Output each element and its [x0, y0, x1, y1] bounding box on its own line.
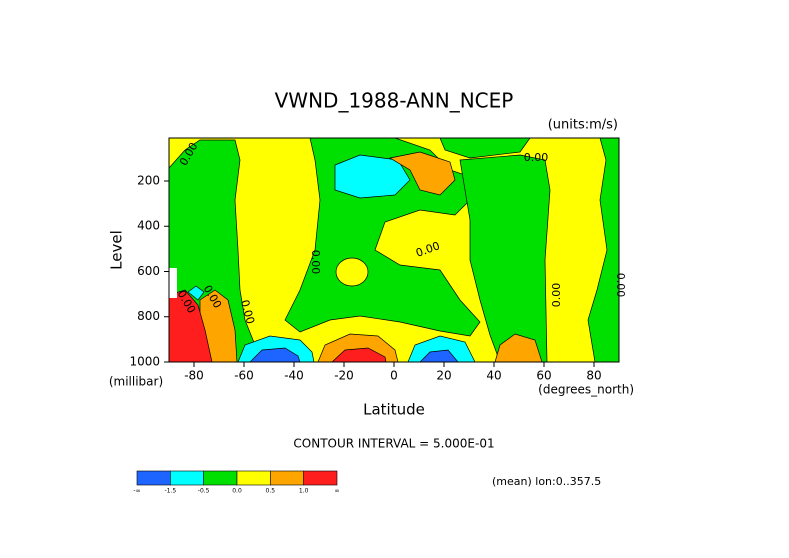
contour-region — [494, 333, 543, 362]
x-tick-label: -80 — [184, 369, 204, 383]
contour-region — [419, 349, 459, 362]
contour-label: 0.00 — [614, 273, 627, 298]
y-label: Level — [108, 230, 126, 270]
contour-label: 0.00 — [524, 151, 549, 164]
chart-title: VWND_1988-ANN_NCEP — [275, 89, 514, 113]
contour-region — [169, 289, 213, 362]
contour-label: 0.00 — [309, 250, 322, 275]
x-tick-label: 60 — [536, 369, 551, 383]
x-tick-label: 20 — [436, 369, 451, 383]
colorbar-label: 0.5 — [266, 488, 276, 495]
x-tick-label: -60 — [234, 369, 254, 383]
colorbar-box — [136, 470, 171, 486]
units: (units:m/s) — [548, 118, 618, 133]
contour-region — [334, 154, 411, 199]
colorbar-label: -0.5 — [198, 488, 210, 495]
contour-region — [249, 347, 301, 362]
contour-region — [199, 289, 238, 362]
x-tick-label: 0 — [390, 369, 398, 383]
contour-region — [459, 154, 551, 362]
x-tick-label: -40 — [284, 369, 304, 383]
contour-region — [331, 347, 387, 362]
mean-note: (mean) lon:0..357.5 — [492, 475, 601, 488]
y-tick-label: 600 — [137, 264, 160, 278]
x-tick-label: -20 — [334, 369, 354, 383]
contour-region — [587, 138, 619, 362]
colorbar-label: 0.0 — [232, 488, 242, 495]
colorbar-label: -1.5 — [164, 488, 176, 495]
colorbar-box — [236, 470, 271, 486]
colorbar-box — [170, 470, 204, 486]
colorbar-label: ∞ — [335, 488, 340, 495]
contour-region — [389, 151, 456, 196]
colorbar-box — [270, 470, 304, 486]
contour-field — [169, 138, 619, 362]
y-tick-label: 800 — [137, 309, 160, 323]
contour-label: 0.00 — [238, 298, 257, 325]
colorbar-box — [203, 470, 238, 486]
x-tick-label: 80 — [586, 369, 601, 383]
colorbar-label: 1.0 — [299, 488, 309, 495]
contour-interval: CONTOUR INTERVAL = 5.000E-01 — [293, 437, 494, 451]
x-units: (degrees_north) — [538, 383, 634, 397]
contour-region — [187, 285, 205, 301]
y-tick-label: 400 — [137, 219, 160, 233]
contour-label: 0.00 — [550, 283, 563, 308]
y-tick-label: 200 — [137, 173, 160, 187]
y-tick-label: 1000 — [129, 355, 160, 369]
contour-region — [439, 138, 531, 159]
contour-region — [407, 335, 476, 362]
y-units: (millibar) — [109, 375, 163, 389]
colorbar-label: -∞ — [133, 488, 140, 495]
colorbar-box — [303, 470, 338, 486]
contour-region — [335, 257, 369, 287]
x-label: Latitude — [363, 401, 425, 419]
missing-data — [169, 268, 177, 298]
x-tick-label: 40 — [486, 369, 501, 383]
